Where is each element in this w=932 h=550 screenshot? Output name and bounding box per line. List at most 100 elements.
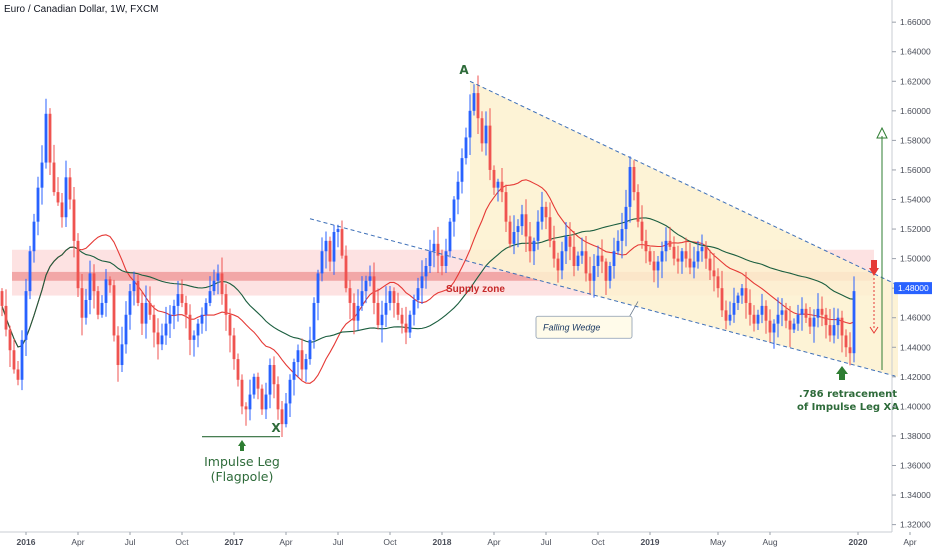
candle-47 [188,304,192,356]
candle-body [612,251,616,266]
candle-87 [348,279,352,320]
candle-body [800,308,804,315]
candle-39 [156,318,160,360]
candle-body [584,251,588,274]
candle-62 [248,379,252,421]
falling-wedge-area [470,81,898,377]
candle-body [540,206,544,222]
candle-49 [196,318,200,348]
candle-body [184,302,188,315]
candle-52 [208,276,212,307]
candle-body [216,273,220,281]
candle-182 [728,301,732,326]
candle-body [288,379,292,404]
candle-body [420,276,424,289]
candle-body [480,118,484,144]
candle-83 [332,224,336,275]
candle-body [824,314,828,326]
candle-3 [12,339,16,374]
candle-139 [556,252,560,283]
candle-body [512,232,516,244]
candle-60 [240,374,244,415]
candle-body [472,93,476,111]
candle-body [296,350,300,363]
candle-134 [536,210,540,250]
candle-125 [500,168,504,203]
candle-69 [276,376,280,420]
candle-123 [492,165,496,195]
candle-97 [388,286,392,311]
annotation-ret1: .786 retracement [799,389,897,400]
candle-101 [404,306,408,345]
candle-185 [740,283,744,304]
candle-114 [456,171,460,215]
candle-142 [568,222,572,261]
candle-6 [24,278,28,357]
down-arrow-icon [869,268,879,276]
candle-70 [280,400,284,438]
candle-126 [504,184,508,232]
candle-21 [84,288,88,325]
candle-205 [820,296,824,327]
candle-body [504,192,508,222]
candle-150 [600,239,604,274]
candle-body [140,302,144,324]
candle-108 [432,230,436,268]
candle-140 [560,241,564,280]
candle-66 [264,382,268,419]
candle-body [812,317,816,327]
candle-206 [824,307,828,339]
candle-195 [780,298,784,327]
candle-body [444,251,448,266]
candle-163 [652,250,656,283]
time-tick-label: Oct [383,537,397,547]
candle-11 [44,98,48,169]
candle-7 [28,245,32,300]
candle-94 [376,288,380,330]
candle-body [552,240,556,259]
candle-body [464,137,468,159]
candle-body [324,240,328,252]
time-tick-label: 2018 [433,537,452,547]
candle-body [228,314,232,336]
candle-body [532,240,536,252]
candle-102 [408,310,412,339]
candle-173 [692,246,696,279]
candle-2 [8,325,12,367]
candle-body [212,280,216,292]
candle-body [772,323,776,333]
candle-body [488,125,492,170]
time-tick-label: Jul [333,537,344,547]
price-tick-label: 1.40000 [900,401,931,411]
candle-body [28,251,32,292]
candle-body [456,181,460,200]
candle-body [232,335,236,360]
moving-average-slow [1,217,855,348]
candle-body [428,251,432,266]
candle-193 [772,319,776,349]
candle-58 [232,327,236,370]
candle-body [388,291,392,303]
candle-body [300,350,304,370]
candle-body [240,379,244,407]
candle-body [132,280,136,292]
candle-189 [756,309,760,331]
annotation-X: X [271,421,281,435]
candle-113 [452,196,456,237]
candle-33 [132,271,136,306]
candle-167 [668,226,672,251]
candle-body [108,279,112,286]
candle-body [708,258,712,271]
candle-71 [284,392,288,428]
candle-1 [4,289,8,337]
candle-162 [648,247,652,265]
candle-61 [244,402,248,426]
candle-body [384,302,388,315]
candle-92 [368,265,372,287]
candle-body [64,177,68,218]
candle-44 [176,280,180,322]
candle-body [716,276,720,289]
candle-5 [20,330,24,391]
candle-body [468,110,472,138]
